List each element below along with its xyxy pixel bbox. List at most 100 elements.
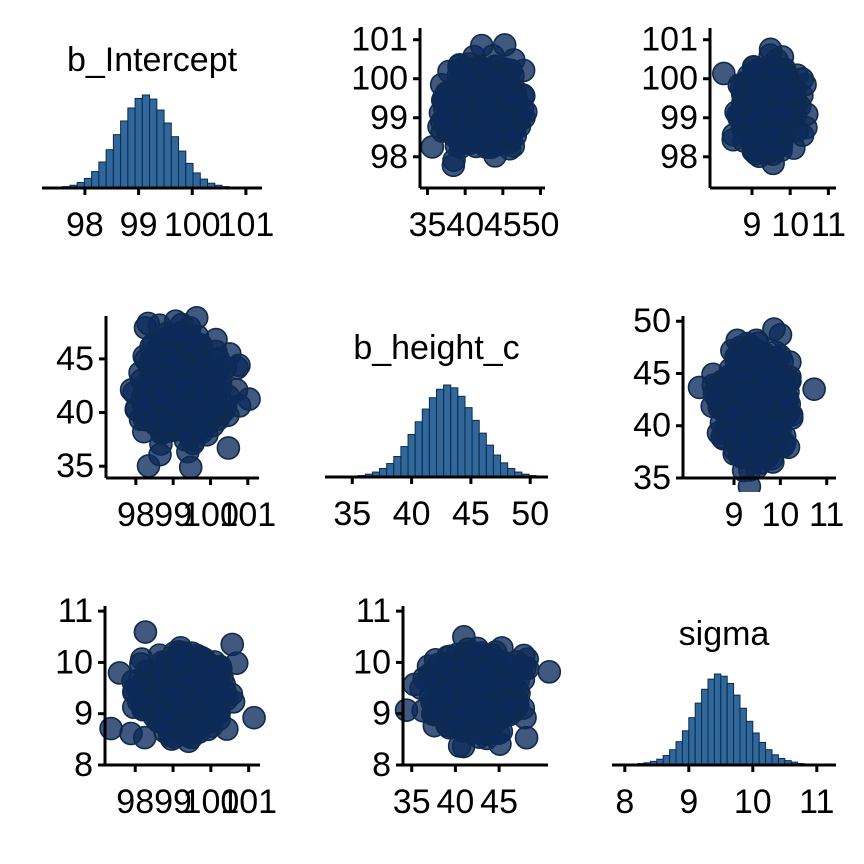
panel-2-2: b_height_c 35 40 45 50: [325, 329, 549, 533]
x-tick-label: 99: [154, 783, 192, 821]
histogram-bar: [141, 94, 151, 189]
scatter-point: [476, 659, 501, 684]
histogram-bar: [485, 444, 494, 478]
y-tick-label: 101: [351, 21, 408, 59]
x-tick-label: 99: [120, 206, 158, 244]
histogram-bar: [105, 149, 114, 189]
scatter-point: [802, 377, 826, 401]
x-tick-label: 35: [409, 206, 447, 244]
scatter-point: [171, 373, 195, 397]
histogram-bar: [675, 741, 683, 766]
x-tick-label: 8: [615, 783, 634, 821]
histogram-bar: [127, 107, 136, 189]
histogram-bar: [739, 707, 747, 766]
scatter-points: [687, 317, 826, 492]
scatter-point: [496, 693, 520, 717]
x-tick-label: 100: [183, 783, 240, 821]
scatter-point: [501, 48, 526, 72]
histogram-bar: [443, 384, 452, 478]
histogram-bar: [163, 122, 172, 189]
histogram-bar: [688, 717, 696, 766]
panel-title: sigma: [679, 615, 770, 653]
scatter-point: [155, 411, 180, 435]
x-tick-label: 101: [218, 206, 275, 244]
scatter-point: [433, 655, 458, 679]
histogram-bar: [464, 407, 473, 478]
histogram-bar: [170, 136, 180, 189]
scatter-point: [739, 388, 764, 412]
scatter-point: [136, 311, 160, 336]
scatter-point: [148, 442, 172, 467]
histogram-bar: [765, 749, 773, 766]
scatter-point: [760, 122, 784, 146]
x-tick-label: 45: [480, 783, 518, 821]
histogram-bar: [134, 97, 143, 189]
scatter-point: [129, 652, 153, 676]
histogram-bar: [393, 455, 402, 478]
scatter-point: [503, 123, 528, 148]
histogram-bar: [726, 682, 735, 766]
histogram-bar: [91, 171, 100, 189]
scatter-point: [213, 679, 237, 704]
scatter-point: [178, 455, 203, 480]
scatter-points: [99, 620, 266, 754]
histogram-bar: [669, 749, 677, 766]
scatter-point: [207, 707, 231, 731]
x-tick-label: 99: [154, 496, 192, 534]
scatter-point: [465, 636, 490, 661]
scatter-points: [712, 37, 819, 176]
y-tick-label: 35: [56, 447, 94, 485]
x-tick-label: 35: [393, 783, 431, 821]
y-tick-label: 100: [641, 60, 698, 98]
y-tick-label: 50: [633, 302, 671, 340]
x-tick-label: 98: [66, 206, 104, 244]
x-tick-label: 101: [219, 496, 276, 534]
scatter-point: [764, 417, 789, 441]
histogram-bar: [745, 720, 754, 766]
y-tick-label: 35: [633, 459, 671, 497]
histogram-bar: [407, 434, 416, 478]
scatter-point: [712, 61, 736, 86]
x-tick-label: 10: [771, 206, 809, 244]
x-tick-label: 10: [734, 783, 772, 821]
scatter-point: [771, 80, 796, 105]
x-tick-label: 9: [725, 496, 744, 534]
x-tick-label: 40: [446, 206, 484, 244]
histogram-bar: [457, 395, 466, 478]
x-tick-label: 9: [679, 783, 698, 821]
scatter-point: [504, 87, 528, 112]
y-tick-label: 98: [370, 138, 408, 176]
histogram-bar: [733, 694, 741, 766]
scatter-point: [705, 385, 729, 409]
panel-title: b_height_c: [353, 329, 519, 367]
scatter-point: [756, 365, 781, 389]
scatter-point: [126, 689, 151, 714]
scatter-point: [437, 59, 461, 84]
scatter-point: [169, 647, 193, 671]
scatter-point: [455, 698, 479, 723]
scatter-point: [728, 428, 752, 453]
histogram-bar: [436, 388, 445, 478]
x-tick-label: 45: [452, 495, 490, 533]
x-tick-label: 100: [164, 206, 221, 244]
x-tick-label: 11: [799, 783, 834, 821]
y-tick-label: 99: [660, 99, 698, 137]
scatter-point: [447, 734, 472, 758]
panel-title: b_Intercept: [67, 41, 238, 79]
histogram-bar: [478, 432, 487, 478]
histogram-bar: [192, 172, 201, 189]
scatter-point: [748, 451, 773, 475]
x-tick-label: 50: [522, 206, 560, 244]
scatter-point: [488, 732, 512, 756]
histogram-bar: [400, 446, 409, 478]
scatter-point: [721, 400, 746, 425]
scatter-point: [441, 153, 466, 178]
scatter-point: [133, 620, 158, 644]
scatter-point: [506, 669, 530, 693]
